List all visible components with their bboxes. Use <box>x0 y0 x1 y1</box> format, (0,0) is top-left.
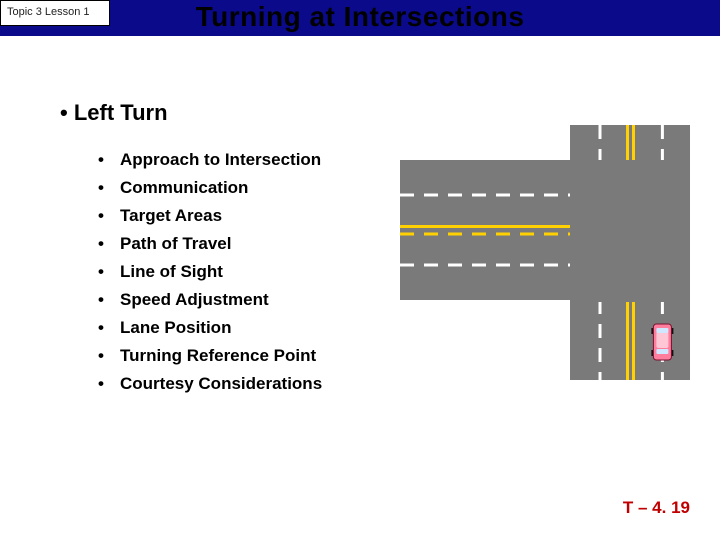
slide-title: Turning at Intersections <box>0 0 720 34</box>
list-item: Lane Position <box>98 314 440 342</box>
list-item: Speed Adjustment <box>98 286 440 314</box>
list-item: Target Areas <box>98 202 440 230</box>
list-item: Courtesy Considerations <box>98 370 440 398</box>
page-number: T – 4. 19 <box>623 498 690 518</box>
intersection-diagram <box>400 125 690 380</box>
main-heading: Left Turn <box>60 100 440 126</box>
list-item: Line of Sight <box>98 258 440 286</box>
bullet-list: Approach to IntersectionCommunicationTar… <box>98 146 440 398</box>
content-area: Left Turn Approach to IntersectionCommun… <box>60 100 440 398</box>
list-item: Approach to Intersection <box>98 146 440 174</box>
list-item: Turning Reference Point <box>98 342 440 370</box>
list-item: Communication <box>98 174 440 202</box>
car-icon <box>651 324 673 360</box>
list-item: Path of Travel <box>98 230 440 258</box>
